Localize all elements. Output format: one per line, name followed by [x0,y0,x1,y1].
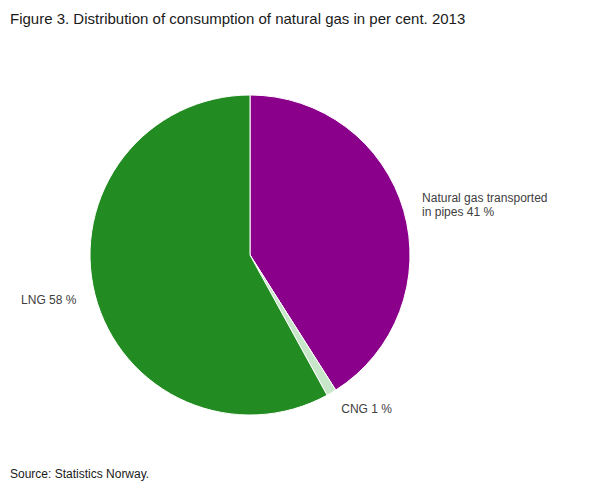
slice-label-line: in pipes 41 % [422,205,494,219]
chart: Figure 3. Distribution of consumption of… [0,0,610,488]
slice [90,95,327,415]
slice-label: CNG 1 % [341,402,392,416]
title: Figure 3. Distribution of consumption of… [10,10,465,27]
slice-label: Natural gas transportedin pipes 41 % [422,191,547,219]
slice-label: LNG 58 % [21,293,77,307]
slice-label-line: Natural gas transported [422,191,547,205]
source: Source: Statistics Norway. [10,467,149,481]
pie [90,95,410,415]
slice-label-line: CNG 1 % [341,402,392,416]
slice-label-line: LNG 58 % [21,293,77,307]
labels: Natural gas transportedin pipes 41 % CNG … [21,191,547,416]
